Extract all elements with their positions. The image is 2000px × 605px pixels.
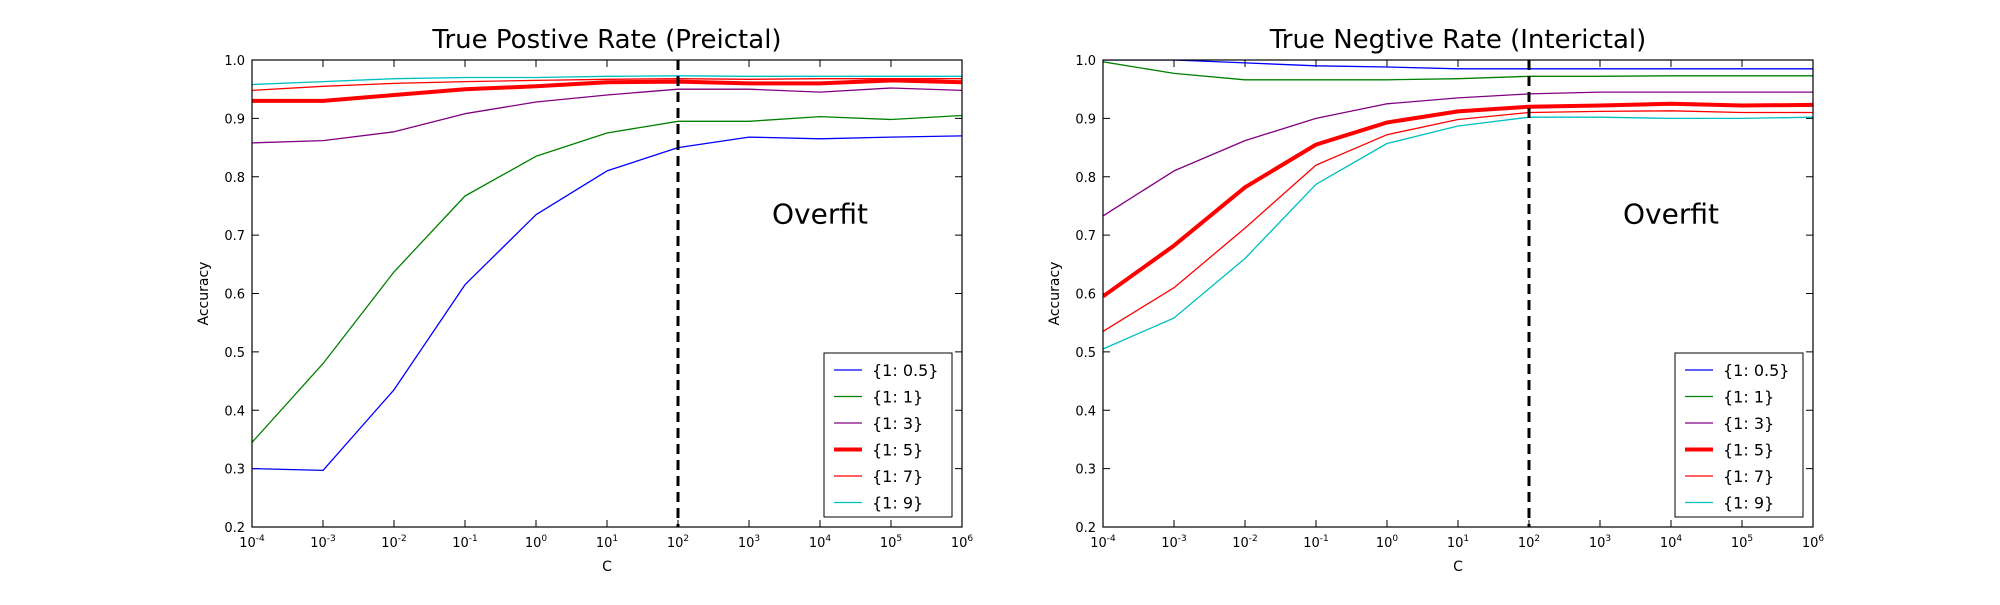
chart-panel-2: True Negtive Rate (Interictal) C Accuracy 0… (1047, 25, 1824, 575)
legend-label: {1: 0.5} (1723, 361, 1789, 380)
series-line-6 (252, 75, 962, 86)
y-tick-label: 0.8 (1075, 171, 1096, 186)
legend-label: {1: 7} (1723, 467, 1774, 486)
legend-label: {1: 9} (872, 494, 923, 513)
x-tick-label: 10-2 (1232, 534, 1258, 551)
legend-label: {1: 1} (1723, 388, 1774, 407)
legend-label: {1: 3} (1723, 414, 1774, 433)
y-tick-label: 0.2 (224, 521, 245, 536)
y-tick-label: 0.4 (1075, 404, 1096, 419)
x-axis-label: C (1453, 559, 1463, 575)
overfit-annotation: Overfit (772, 197, 868, 230)
y-tick-label: 0.3 (1075, 463, 1096, 478)
x-tick-label: 10-3 (310, 534, 336, 551)
y-tick-label: 0.5 (224, 346, 245, 361)
overfit-annotation: Overfit (1623, 197, 1719, 230)
legend-label: {1: 7} (872, 467, 923, 486)
legend: {1: 0.5} {1: 1} {1: 3} {1: 5} {1: 7} {1: 9} (1674, 352, 1804, 518)
y-tick-label: 0.8 (224, 171, 245, 186)
legend-label: {1: 1} (872, 388, 923, 407)
x-tick-label: 101 (1447, 534, 1469, 551)
series-line-5 (1103, 110, 1813, 332)
x-tick-label: 100 (1376, 534, 1399, 551)
y-axis-label: Accuracy (1047, 262, 1063, 326)
series-line-1 (1103, 60, 1813, 70)
series-line-4 (1103, 101, 1813, 299)
series-line-2 (1103, 61, 1813, 81)
y-tick-label: 0.3 (224, 463, 245, 478)
x-tick-label: 105 (1731, 534, 1753, 551)
legend-label: {1: 0.5} (872, 361, 938, 380)
y-tick-label: 0.6 (224, 288, 245, 303)
plot-frame (1102, 59, 1814, 528)
x-tick-label: 103 (1589, 534, 1611, 551)
x-tick-label: 10-1 (452, 534, 478, 551)
plot-frame (251, 59, 963, 528)
x-tick-label: 103 (738, 534, 760, 551)
legend: {1: 0.5} {1: 1} {1: 3} {1: 5} {1: 7} {1: 9} (823, 352, 953, 518)
x-tick-label: 10-3 (1161, 534, 1187, 551)
legend-box (823, 352, 953, 518)
x-tick-label: 10-1 (1303, 534, 1329, 551)
x-tick-label: 100 (525, 534, 548, 551)
y-axis-label: Accuracy (196, 262, 212, 326)
legend-label: {1: 5} (1723, 441, 1774, 460)
legend-box (1674, 352, 1804, 518)
series-line-5 (252, 78, 962, 92)
x-tick-label: 106 (951, 534, 974, 551)
legend-label: {1: 5} (872, 441, 923, 460)
x-tick-label: 10-2 (381, 534, 407, 551)
chart-title: True Negtive Rate (Interictal) (1269, 25, 1647, 55)
x-tick-label: 10-4 (239, 534, 265, 551)
chart-panel-1: True Postive Rate (Preictal) C Accuracy 0.2… (196, 25, 973, 575)
y-tick-label: 0.6 (1075, 288, 1096, 303)
series-line-3 (252, 87, 962, 144)
x-tick-label: 102 (1518, 534, 1540, 551)
series-line-2 (252, 114, 962, 443)
series-line-6 (1103, 116, 1813, 350)
x-tick-label: 105 (880, 534, 902, 551)
series-line-4 (252, 78, 962, 103)
legend-label: {1: 3} (872, 414, 923, 433)
y-tick-label: 0.2 (1075, 521, 1096, 536)
chart-title: True Postive Rate (Preictal) (431, 25, 781, 55)
x-tick-label: 102 (667, 534, 689, 551)
x-tick-label: 10-4 (1090, 534, 1116, 551)
series-line-3 (1103, 91, 1813, 217)
x-tick-label: 104 (809, 534, 832, 551)
y-tick-label: 0.7 (224, 229, 245, 244)
series-group (1103, 60, 1813, 350)
x-tick-label: 106 (1802, 534, 1825, 551)
y-tick-label: 0.9 (224, 112, 245, 127)
x-tick-label: 101 (596, 534, 618, 551)
y-tick-label: 1.0 (1075, 54, 1096, 69)
y-tick-label: 0.9 (1075, 112, 1096, 127)
series-line-1 (252, 135, 962, 472)
y-tick-label: 1.0 (224, 54, 245, 69)
y-tick-label: 0.5 (1075, 346, 1096, 361)
x-tick-label: 104 (1660, 534, 1683, 551)
series-group (252, 75, 962, 472)
y-tick-label: 0.4 (224, 404, 245, 419)
legend-label: {1: 9} (1723, 494, 1774, 513)
x-axis-label: C (602, 559, 612, 575)
y-tick-label: 0.7 (1075, 229, 1096, 244)
